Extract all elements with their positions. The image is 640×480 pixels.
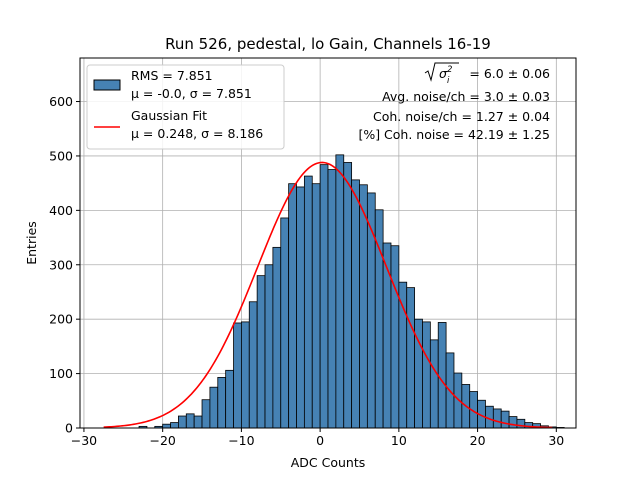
histogram-bar — [359, 184, 368, 429]
histogram-bar — [170, 422, 179, 429]
histogram-bar — [422, 321, 431, 429]
annotation-coh-noise-percent: [%] Coh. noise = 42.19 ± 1.25 — [358, 127, 550, 142]
x-axis-ticks: −30 −20 −10 0 10 20 30 — [71, 428, 564, 448]
histogram-bar — [508, 416, 518, 429]
x-tick-label: −20 — [149, 433, 175, 448]
y-tick-label: 500 — [49, 148, 73, 163]
histogram-bar — [335, 154, 345, 429]
histogram-bar — [193, 415, 203, 429]
histogram-bar — [248, 301, 258, 429]
y-tick-label: 600 — [49, 94, 73, 109]
legend-stats-fit: μ = 0.248, σ = 8.186 — [131, 126, 263, 141]
histogram-bar — [162, 423, 171, 429]
histogram-bar — [398, 281, 408, 429]
histogram-bar — [351, 179, 360, 429]
histogram-bar — [406, 287, 416, 429]
x-tick-label: 10 — [391, 433, 407, 448]
x-tick-label: 30 — [548, 433, 564, 448]
y-tick-label: 200 — [49, 312, 73, 327]
annotation-sqrt-sigma-value: = 6.0 ± 0.06 — [469, 66, 550, 81]
histogram-bar — [217, 376, 227, 429]
histogram-bar — [185, 413, 195, 429]
histogram-bar — [492, 408, 502, 429]
histogram-bar — [319, 164, 329, 429]
y-tick-label: 100 — [49, 366, 73, 381]
legend-swatch-histogram — [93, 79, 121, 91]
legend-label-histogram: RMS = 7.851 — [131, 68, 213, 83]
y-tick-label: 400 — [49, 203, 73, 218]
histogram-bar — [209, 386, 219, 429]
histogram-bar — [296, 186, 305, 429]
annotation-avg-noise: Avg. noise/ch = 3.0 ± 0.03 — [382, 89, 550, 104]
plot-frame — [79, 57, 577, 429]
y-tick-label: 0 — [65, 421, 73, 436]
x-tick-label: 0 — [316, 433, 324, 448]
histogram-bar — [201, 399, 211, 429]
histogram-bar — [225, 369, 234, 429]
x-tick-label: 20 — [470, 433, 486, 448]
svg-text:2: 2 — [447, 65, 452, 75]
chart-title: Run 526, pedestal, lo Gain, Channels 16-… — [165, 35, 491, 53]
grid-lines — [80, 58, 576, 429]
histogram-bar — [303, 175, 313, 429]
legend-label-fit: Gaussian Fit — [131, 108, 207, 123]
histogram-bar — [437, 322, 447, 429]
x-axis-label: ADC Counts — [291, 455, 366, 470]
y-axis-ticks: 0 100 200 300 400 500 600 — [49, 94, 80, 436]
y-tick-label: 300 — [49, 257, 73, 272]
histogram-bar — [288, 183, 297, 429]
histogram-bar — [233, 322, 242, 429]
histogram-bar — [264, 264, 274, 429]
histogram-bar — [390, 245, 400, 429]
histogram-bar — [500, 410, 510, 429]
svg-text:σ: σ — [439, 66, 448, 81]
sqrt-sigma-symbol: σ 2 i — [424, 62, 459, 86]
histogram-bar — [343, 162, 353, 429]
histogram-bar — [429, 339, 439, 429]
histogram-bar — [178, 415, 187, 429]
legend-stats-histogram: μ = -0.0, σ = 7.851 — [131, 86, 252, 101]
annotations: σ 2 i = 6.0 ± 0.06 Avg. noise/ch = 3.0 ±… — [358, 62, 550, 142]
histogram-bar — [453, 372, 463, 429]
y-axis-label: Entries — [24, 221, 39, 265]
histogram-bar — [272, 246, 282, 429]
histogram-bar — [327, 169, 337, 429]
legend: RMS = 7.851 μ = -0.0, σ = 7.851 Gaussian… — [86, 64, 285, 150]
histogram-bars — [138, 154, 565, 429]
histogram-bar — [311, 183, 321, 429]
histogram-bar — [240, 321, 250, 429]
histogram-bar — [382, 242, 392, 429]
x-tick-label: −30 — [71, 433, 97, 448]
x-tick-label: −10 — [228, 433, 254, 448]
annotation-coh-noise: Coh. noise/ch = 1.27 ± 0.04 — [373, 109, 550, 124]
legend-box — [86, 64, 285, 150]
histogram-bar — [280, 217, 290, 429]
svg-text:i: i — [447, 76, 450, 86]
gaussian-fit-curve — [103, 161, 553, 429]
histogram-bar — [256, 275, 266, 429]
